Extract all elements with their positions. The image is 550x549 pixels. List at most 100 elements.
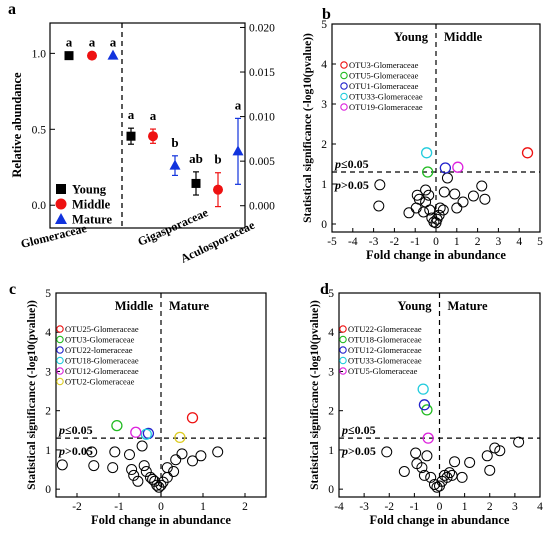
- panel-c-point: [136, 440, 148, 452]
- panel-b-right-group: Middle: [444, 30, 483, 44]
- panel-d-ytick-label: 1: [328, 445, 334, 457]
- panel-d-ylabel: Statistical significance (-log10(pvalue)…: [309, 300, 321, 490]
- panel-a-y2tick-label: 0.010: [249, 112, 275, 124]
- panel-c-point: [145, 471, 156, 483]
- panel-b-highlighted-point: [452, 161, 464, 173]
- panel-d-threshold-above: p≤0.05: [341, 423, 376, 437]
- panel-b-point: [457, 196, 469, 208]
- panel-d-letter: d: [320, 281, 329, 298]
- panel-b-xlabel: Fold change in abundance: [366, 248, 506, 262]
- panel-d-point: [416, 462, 428, 474]
- panel-c-letter: c: [9, 281, 16, 298]
- panel-a-legend-label: Mature: [72, 213, 112, 227]
- panel-c-ylabel: Statistical significance (-log10(pvalue)…: [26, 300, 38, 490]
- panel-d-point: [444, 467, 456, 479]
- panel-a-legend-label: Middle: [72, 198, 111, 212]
- panel-d-xtick-label: -3: [359, 501, 369, 513]
- panel-a-significance-letter: a: [235, 97, 242, 112]
- panel-a-marker: [148, 131, 158, 142]
- panel-b-point: [411, 189, 423, 201]
- panel-c-highlighted-point: [186, 412, 199, 424]
- panel-d-highlighted-point: [418, 399, 431, 411]
- panel-a-significance-letter: a: [150, 108, 157, 123]
- panel-b-ytick-label: 3: [321, 99, 327, 111]
- panel-a-significance-letter: a: [110, 35, 117, 50]
- panel-a-legend-marker: [55, 198, 67, 210]
- panel-b-point: [424, 204, 436, 216]
- panel-c-point: [56, 459, 68, 471]
- panel-c-left-group: Middle: [115, 299, 154, 313]
- panel-d-ytick-label: 2: [328, 406, 334, 418]
- panel-a-marker: [64, 51, 74, 61]
- panel-d-point: [425, 471, 437, 483]
- panel-d-point: [513, 436, 525, 448]
- panel-b-xtick-label: 0: [433, 236, 439, 248]
- panel-a-y2tick-label: 0.020: [249, 22, 275, 34]
- panel-b-legend-marker: [340, 103, 348, 111]
- panel-c-highlighted-point: [174, 431, 186, 444]
- panel-c-legend-label: OTU12-Glomeraceae: [65, 366, 139, 376]
- panel-d-xtick-label: 1: [462, 501, 468, 513]
- panel-a-significance-letter: a: [66, 35, 73, 50]
- panel-b-point: [434, 202, 446, 214]
- panel-a-marker: [169, 159, 181, 170]
- panel-c-point: [151, 479, 163, 491]
- panel-d-legend-label: OTU33-Glomeraceae: [348, 356, 422, 366]
- panel-d-ytick-label: 4: [328, 327, 334, 339]
- panel-d-xtick-label: 2: [487, 501, 493, 513]
- panel-c-xlabel: Fold change in abundance: [91, 513, 231, 527]
- panel-c-highlighted-point: [111, 419, 123, 432]
- panel-a-marker: [126, 131, 136, 141]
- panel-c-legend-label: OTU18-Glomeraceae: [65, 356, 139, 366]
- panel-c-point: [126, 464, 138, 476]
- panel-b-point: [423, 189, 435, 201]
- panel-c-point: [140, 466, 152, 477]
- panel-b-point: [410, 202, 422, 214]
- panel-b-point: [441, 172, 453, 184]
- panel-b-legend-label: OTU5-Glomeraceae: [349, 71, 419, 81]
- panel-a-significance-letter: a: [89, 35, 96, 50]
- panel-d-xtick-label: -4: [334, 501, 344, 513]
- panel-c-legend-marker: [56, 335, 64, 344]
- panel-d-xtick-label: 4: [537, 501, 543, 513]
- panel-a-frame: [49, 22, 246, 229]
- panel-c-xtick-label: 1: [200, 501, 206, 513]
- panel-b: b -5 -4 -3 -2 -1 0 1 2 3 4 5 0 1 2 3 4 5 Fold change in ab…: [302, 6, 543, 262]
- panel-a-y2tick-label: 0.005: [249, 156, 275, 168]
- panel-b-legend-marker: [340, 71, 348, 80]
- panel-d-point: [421, 450, 433, 462]
- panel-c-legend-marker: [56, 325, 64, 333]
- panel-b-xtick-label: -4: [348, 236, 358, 248]
- panel-d-legend-marker: [339, 346, 347, 354]
- panel-c-point: [161, 462, 173, 474]
- panel-d-xtick-label: -1: [410, 501, 420, 513]
- panel-d-point: [456, 471, 468, 483]
- panel-b-legend-label: OTU3-Glomeraceae: [349, 60, 419, 70]
- panel-b-legend-marker: [340, 92, 348, 101]
- panel-d-point: [410, 447, 422, 459]
- panel-d-legend-label: OTU22-Glomeraceae: [348, 324, 422, 334]
- panel-a-significance-letter: b: [171, 135, 178, 150]
- panel-a-significance-letter: b: [214, 152, 221, 167]
- panel-c-point: [86, 446, 98, 458]
- panel-a-legend-label: Young: [72, 183, 107, 197]
- panel-a-significance-letter: a: [128, 107, 135, 122]
- panel-a-ytick-label: 0.0: [32, 200, 47, 212]
- panel-d-ytick-label: 0: [328, 484, 334, 496]
- panel-d-point: [418, 469, 430, 481]
- panel-c-legend-label: OTU2-Glomeraceae: [65, 377, 135, 387]
- panel-a-y2ticks: 0.000 0.005 0.010 0.015 0.020: [240, 22, 275, 213]
- panel-b-ytick-label: 2: [321, 139, 327, 151]
- panel-d-highlighted-point: [422, 432, 434, 444]
- panel-d-xtick-label: 3: [512, 501, 518, 513]
- panel-a-ytick-label: 0.5: [32, 124, 47, 136]
- panel-b-legend-marker: [340, 82, 348, 90]
- panel-b-point: [403, 207, 415, 219]
- panel-c-ytick-label: 1: [45, 445, 51, 457]
- panel-c-point: [124, 449, 135, 461]
- panel-d-legend-label: OTU12-Glomeraceae: [348, 345, 422, 355]
- panel-b-threshold-below: p>0.05: [334, 178, 369, 192]
- panel-d-point: [464, 456, 476, 468]
